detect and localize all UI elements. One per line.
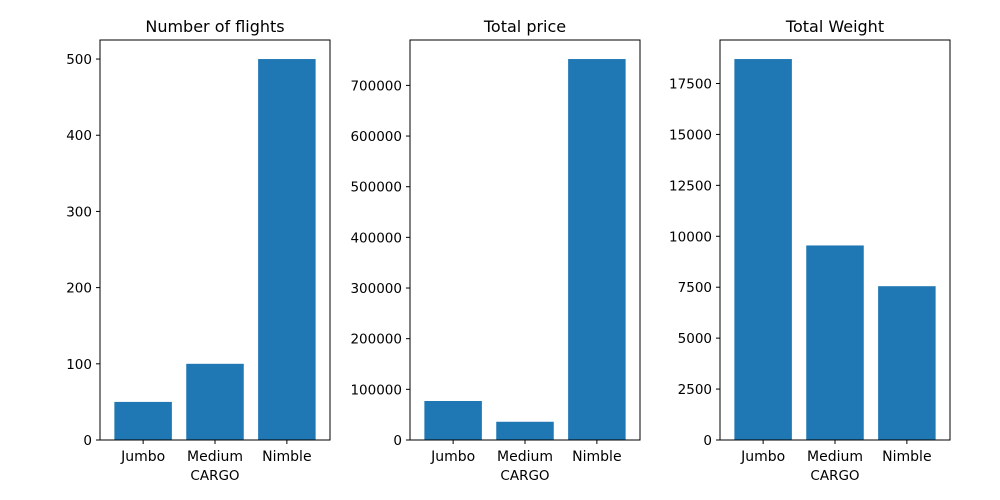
axes-frame bbox=[99, 39, 331, 441]
y-tick-label: 0 bbox=[703, 433, 712, 449]
x-tick-label: Nimble bbox=[262, 449, 311, 465]
y-tick-label: 2500 bbox=[678, 382, 712, 398]
axes-frame bbox=[719, 39, 951, 441]
y-tick-label: 100000 bbox=[350, 382, 402, 398]
bar-jumbo bbox=[734, 59, 792, 441]
axes-frame bbox=[409, 39, 641, 441]
bar-nimble bbox=[258, 59, 316, 441]
subplots: Number of flights Jumbo Medium Nimble 0 100 20… bbox=[66, 17, 951, 484]
chart-title: Number of flights bbox=[145, 17, 284, 36]
x-tick-label: Medium bbox=[807, 449, 863, 465]
x-tick-label: Medium bbox=[497, 449, 553, 465]
y-tick-label: 400 bbox=[66, 128, 92, 144]
subplot-3: Total Weight Jumbo Medium Nimble 0 2500 5000 75… bbox=[669, 17, 951, 484]
y-tick-label: 15000 bbox=[669, 127, 712, 143]
y-tick-label: 200000 bbox=[350, 332, 402, 348]
x-tick-label: Nimble bbox=[572, 449, 621, 465]
y-tick-label: 17500 bbox=[669, 76, 712, 92]
y-tick-label: 0 bbox=[83, 433, 92, 449]
x-tick-label: Jumbo bbox=[120, 449, 165, 465]
y-tick-label: 200 bbox=[66, 281, 92, 297]
y-tick-label: 600000 bbox=[350, 129, 402, 145]
x-tick-label: Medium bbox=[187, 449, 243, 465]
y-tick-label: 300000 bbox=[350, 281, 402, 297]
y-tick-label: 5000 bbox=[678, 331, 712, 347]
chart-title: Total Weight bbox=[785, 17, 884, 36]
chart-title: Total price bbox=[483, 17, 566, 36]
y-tick-label: 12500 bbox=[669, 178, 712, 194]
bar-jumbo bbox=[424, 400, 482, 440]
bar-nimble bbox=[878, 286, 936, 440]
bar-jumbo bbox=[114, 401, 172, 440]
y-tick-label: 700000 bbox=[350, 78, 402, 94]
x-axis-label: CARGO bbox=[810, 468, 859, 484]
x-axis-label: CARGO bbox=[500, 468, 549, 484]
x-tick-label: Jumbo bbox=[740, 449, 785, 465]
subplot-1: Number of flights Jumbo Medium Nimble 0 100 20… bbox=[66, 17, 331, 484]
y-tick-label: 400000 bbox=[350, 230, 402, 246]
x-axis-label: CARGO bbox=[190, 468, 239, 484]
y-tick-label: 10000 bbox=[669, 229, 712, 245]
subplot-2: Total price Jumbo Medium Nimble 0 100000 20000… bbox=[350, 17, 641, 484]
bar-medium bbox=[806, 245, 864, 440]
y-tick-label: 500000 bbox=[350, 180, 402, 196]
y-tick-label: 0 bbox=[393, 433, 402, 449]
y-tick-label: 300 bbox=[66, 204, 92, 220]
x-tick-label: Nimble bbox=[882, 449, 931, 465]
x-tick-label: Jumbo bbox=[430, 449, 475, 465]
y-tick-label: 100 bbox=[66, 357, 92, 373]
bar-medium bbox=[496, 421, 554, 440]
bar-nimble bbox=[568, 59, 626, 441]
y-tick-label: 500 bbox=[66, 52, 92, 68]
y-tick-label: 7500 bbox=[678, 280, 712, 296]
bar-medium bbox=[186, 363, 244, 440]
